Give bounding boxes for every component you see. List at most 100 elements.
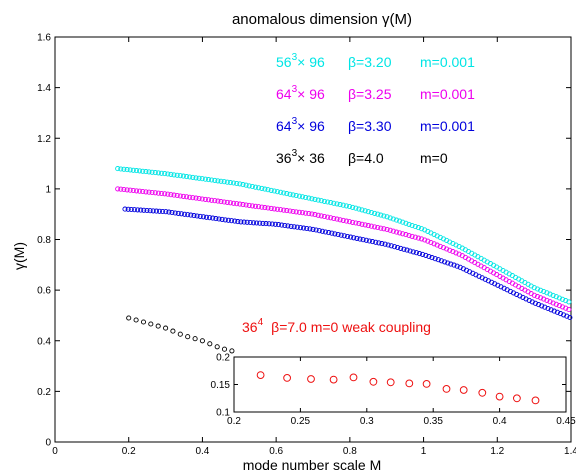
data-point-magenta <box>296 209 302 215</box>
data-point-cyan <box>365 209 371 215</box>
data-point-cyan <box>318 198 324 204</box>
data-point-magenta <box>271 206 277 212</box>
data-point-cyan <box>375 211 381 217</box>
data-point-cyan <box>559 296 566 302</box>
data-point-blue <box>122 206 128 212</box>
data-point-blue <box>197 213 203 219</box>
data-point-blue <box>166 209 172 215</box>
data-point-cyan <box>127 167 133 173</box>
data-point-magenta <box>115 186 121 192</box>
data-point-magenta <box>205 197 212 203</box>
data-point-magenta <box>331 215 337 222</box>
data-point-blue <box>326 230 332 236</box>
data-point-cyan <box>143 169 149 175</box>
data-point-magenta <box>365 223 371 229</box>
data-point-magenta <box>315 212 321 218</box>
data-point-blue <box>285 223 291 229</box>
data-point-blue <box>344 233 351 240</box>
data-point-blue <box>260 220 266 226</box>
data-point-magenta <box>158 190 165 197</box>
data-point-black <box>126 315 132 321</box>
data-point-blue <box>416 251 423 257</box>
data-point-cyan <box>556 295 562 301</box>
data-point-blue <box>250 220 257 226</box>
data-point-cyan <box>381 213 387 219</box>
data-point-cyan <box>124 167 130 173</box>
data-point-magenta <box>193 195 199 201</box>
data-point-cyan <box>538 287 544 293</box>
data-point-magenta <box>268 205 274 211</box>
inset-data-points <box>256 371 540 405</box>
data-point-cyan <box>146 169 152 175</box>
data-point-magenta <box>312 212 318 218</box>
inset-x-tick-label: 0.25 <box>291 416 311 427</box>
data-point-magenta <box>212 198 218 204</box>
data-point-magenta <box>243 202 249 208</box>
annotation-text: β=7.0 m=0 weak coupling <box>271 319 431 335</box>
data-point-blue <box>536 302 542 308</box>
data-point-blue <box>235 219 241 225</box>
y-tick-label: 0.6 <box>37 286 51 297</box>
data-point-magenta <box>337 217 343 223</box>
data-point-blue <box>410 249 416 255</box>
y-tick-label: 1.2 <box>37 134 51 145</box>
data-point-magenta <box>375 224 381 231</box>
data-point-blue <box>376 240 382 246</box>
data-point-magenta <box>259 204 265 210</box>
data-point-cyan <box>271 188 277 194</box>
data-point-blue <box>153 208 159 214</box>
data-point-blue <box>448 261 454 267</box>
data-point-blue <box>445 260 451 266</box>
data-point-magenta <box>133 188 140 194</box>
data-point-cyan <box>158 170 165 176</box>
data-point-magenta <box>165 191 171 197</box>
data-point-magenta <box>124 187 130 193</box>
data-point-magenta <box>118 186 124 192</box>
inset-data-point-red <box>349 373 358 382</box>
data-point-blue <box>247 219 253 226</box>
data-point-cyan <box>299 194 306 200</box>
data-point-blue <box>272 221 278 227</box>
data-point-blue <box>357 236 363 242</box>
data-point-magenta <box>293 209 299 215</box>
data-point-blue <box>567 314 573 321</box>
data-point-blue <box>219 216 225 222</box>
y-tick-label: 1 <box>45 184 51 195</box>
data-point-magenta <box>249 203 255 209</box>
legend-blue-volume: 64 <box>276 118 292 134</box>
data-point-cyan <box>397 218 403 224</box>
legend-black-beta: β=4.0 <box>348 150 384 166</box>
data-point-blue <box>532 300 538 306</box>
data-point-blue <box>301 225 307 231</box>
inset-y-tick-label: 0.15 <box>211 380 231 391</box>
data-point-cyan <box>337 202 343 208</box>
inset-x-tick-label: 0.3 <box>360 416 374 427</box>
chart-title: anomalous dimension γ(M) <box>232 11 412 28</box>
data-point-cyan <box>531 285 537 291</box>
data-point-cyan <box>165 171 171 177</box>
data-point-magenta <box>409 233 415 239</box>
data-point-blue <box>332 231 338 237</box>
series-blue <box>122 206 573 321</box>
data-point-blue <box>257 220 263 226</box>
data-point-blue <box>222 217 228 223</box>
data-point-black <box>170 328 176 334</box>
data-point-cyan <box>265 187 271 193</box>
data-point-magenta <box>281 207 287 213</box>
inset-y-tick-label: 0.1 <box>216 408 230 419</box>
inset-plot-area <box>233 356 567 413</box>
data-point-magenta <box>306 211 312 217</box>
legend-magenta-mass: m=0.001 <box>420 86 475 102</box>
data-point-cyan <box>350 204 356 210</box>
data-point-cyan <box>171 172 177 178</box>
data-point-blue <box>442 259 448 265</box>
series-magenta <box>115 186 572 313</box>
main-data-points <box>115 166 573 354</box>
data-point-cyan <box>221 179 227 185</box>
data-point-magenta <box>356 221 362 227</box>
data-point-cyan <box>306 195 312 201</box>
data-point-cyan <box>162 171 168 177</box>
data-point-magenta <box>262 205 268 211</box>
data-point-blue <box>354 235 360 241</box>
data-point-magenta <box>384 226 390 233</box>
